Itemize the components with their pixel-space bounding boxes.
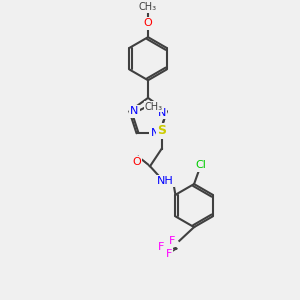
Text: F: F (169, 236, 176, 246)
Text: N: N (130, 106, 139, 116)
Text: O: O (144, 19, 152, 28)
Text: CH₃: CH₃ (139, 2, 157, 12)
Text: NH: NH (157, 176, 174, 186)
Text: N: N (151, 128, 159, 138)
Text: S: S (157, 124, 166, 137)
Text: N: N (158, 108, 166, 118)
Text: Cl: Cl (196, 160, 206, 170)
Text: CH₃: CH₃ (145, 101, 163, 112)
Text: F: F (158, 242, 164, 252)
Text: F: F (165, 249, 172, 259)
Text: O: O (132, 157, 141, 167)
